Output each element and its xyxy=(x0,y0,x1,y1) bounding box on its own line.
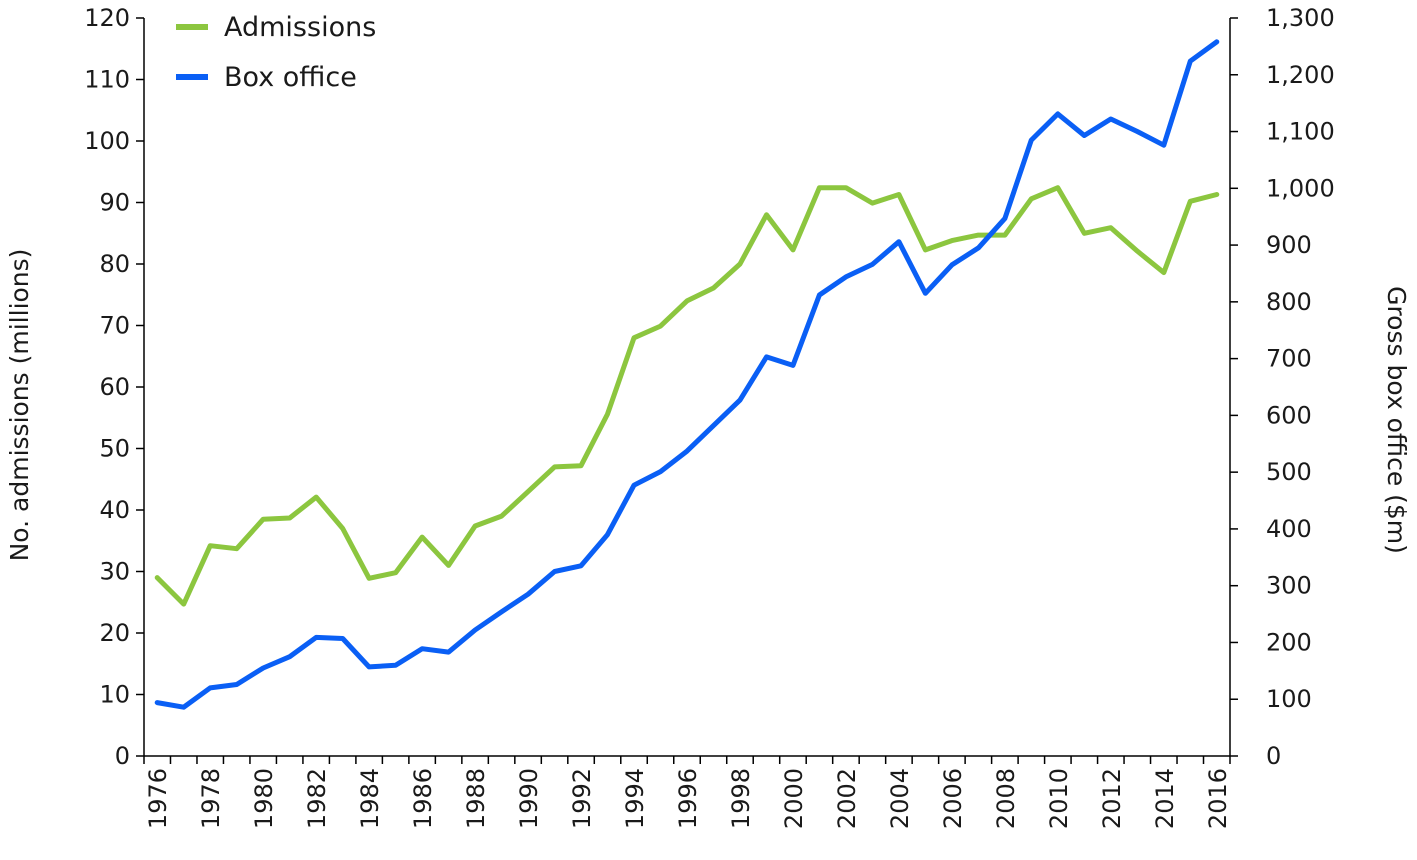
right-axis-title: Gross box office ($m) xyxy=(1382,286,1411,554)
x-tick-label: 2002 xyxy=(833,768,861,829)
x-tick-label: 2000 xyxy=(780,768,808,829)
left-tick-label: 10 xyxy=(99,681,130,709)
series-lines xyxy=(154,39,1220,710)
right-tick-label: 100 xyxy=(1266,685,1312,713)
x-tick-label: 1976 xyxy=(144,768,172,829)
left-axis-title: No. admissions (millions) xyxy=(5,249,34,562)
x-tick-label: 1996 xyxy=(674,768,702,829)
right-axis-ticks: 0 100 200 300 400 500 600 700 800 900 1,000 1,100 1,… xyxy=(1230,4,1335,770)
left-tick-label: 100 xyxy=(84,127,130,155)
x-tick-label: 1998 xyxy=(727,768,755,829)
x-axis-ticks: 1976 1978 1980 1982 1984 1986 1988 1990 1992 1994… xyxy=(143,756,1232,829)
right-tick-label: 900 xyxy=(1266,231,1312,259)
x-tick-label: 2008 xyxy=(992,768,1020,829)
left-tick-label: 0 xyxy=(115,742,130,770)
right-tick-label: 1,000 xyxy=(1266,174,1335,202)
left-tick-label: 40 xyxy=(99,496,130,524)
right-tick-label: 1,300 xyxy=(1266,4,1335,32)
right-tick-label: 500 xyxy=(1266,458,1312,486)
left-tick-label: 80 xyxy=(99,250,130,278)
left-tick-label: 110 xyxy=(84,66,130,94)
right-tick-label: 200 xyxy=(1266,628,1312,656)
x-tick-label: 1984 xyxy=(356,768,384,829)
left-tick-label: 60 xyxy=(99,373,130,401)
x-tick-label: 1980 xyxy=(250,768,278,829)
x-tick-label: 2010 xyxy=(1045,768,1073,829)
x-tick-label: 2004 xyxy=(886,768,914,829)
left-tick-label: 20 xyxy=(99,619,130,647)
x-tick-label: 1988 xyxy=(462,768,490,829)
series-line-admissions xyxy=(154,185,1220,607)
right-tick-label: 0 xyxy=(1266,742,1281,770)
x-tick-label: 1994 xyxy=(621,768,649,829)
left-tick-label: 70 xyxy=(99,312,130,340)
x-tick-label: 1990 xyxy=(515,768,543,829)
left-tick-label: 90 xyxy=(99,189,130,217)
right-tick-label: 800 xyxy=(1266,288,1312,316)
x-tick-label: 1986 xyxy=(409,768,437,829)
x-tick-label: 1982 xyxy=(303,768,331,829)
left-tick-label: 120 xyxy=(84,4,130,32)
x-tick-label: 2014 xyxy=(1151,768,1179,829)
right-tick-label: 400 xyxy=(1266,515,1312,543)
left-axis-ticks: 0 10 20 30 40 50 60 70 80 90 100 110 120 xyxy=(84,4,144,770)
x-tick-label: 2006 xyxy=(939,768,967,829)
left-tick-label: 30 xyxy=(99,558,130,586)
right-tick-label: 300 xyxy=(1266,572,1312,600)
right-tick-label: 1,100 xyxy=(1266,118,1335,146)
legend-label-admissions: Admissions xyxy=(224,12,376,43)
legend: Admissions Box office xyxy=(176,12,376,93)
left-tick-label: 50 xyxy=(99,435,130,463)
right-tick-label: 1,200 xyxy=(1266,61,1335,89)
right-tick-label: 600 xyxy=(1266,401,1312,429)
legend-label-box-office: Box office xyxy=(224,62,357,93)
x-tick-label: 1992 xyxy=(568,768,596,829)
x-tick-label: 2012 xyxy=(1098,768,1126,829)
x-tick-label: 1978 xyxy=(197,768,225,829)
right-tick-label: 700 xyxy=(1266,345,1312,373)
series-line-box-office xyxy=(154,39,1220,710)
x-tick-label: 2016 xyxy=(1204,768,1232,829)
